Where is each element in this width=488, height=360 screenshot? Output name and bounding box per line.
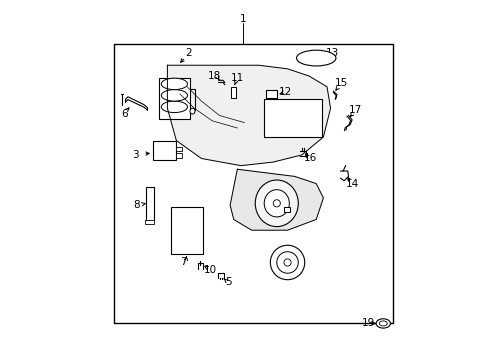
Bar bbox=[265, 90, 276, 98]
Text: 18: 18 bbox=[207, 71, 220, 81]
Ellipse shape bbox=[190, 108, 195, 114]
Ellipse shape bbox=[276, 252, 298, 273]
Ellipse shape bbox=[255, 180, 298, 226]
Ellipse shape bbox=[161, 90, 187, 101]
Text: 10: 10 bbox=[203, 265, 217, 275]
Text: 17: 17 bbox=[348, 105, 362, 115]
Text: 4: 4 bbox=[284, 200, 290, 210]
Bar bbox=[159, 78, 189, 119]
Polygon shape bbox=[230, 169, 323, 230]
Text: 3: 3 bbox=[132, 150, 138, 160]
Text: 14: 14 bbox=[345, 179, 358, 189]
Polygon shape bbox=[167, 65, 330, 166]
Text: 8: 8 bbox=[133, 200, 140, 210]
Text: 5: 5 bbox=[224, 277, 231, 287]
Text: 19: 19 bbox=[361, 319, 374, 328]
Text: 16: 16 bbox=[304, 153, 317, 163]
Bar bbox=[145, 187, 153, 221]
Ellipse shape bbox=[375, 319, 389, 328]
Ellipse shape bbox=[270, 245, 304, 280]
Bar bbox=[145, 220, 154, 224]
Bar bbox=[113, 44, 392, 323]
Bar bbox=[264, 99, 321, 137]
Text: 7: 7 bbox=[180, 257, 186, 267]
Text: 11: 11 bbox=[230, 73, 244, 83]
Text: 15: 15 bbox=[334, 78, 347, 88]
Text: 13: 13 bbox=[325, 48, 338, 58]
Ellipse shape bbox=[379, 321, 386, 326]
Ellipse shape bbox=[264, 190, 289, 217]
Bar bbox=[171, 207, 203, 253]
Ellipse shape bbox=[273, 200, 280, 207]
Bar bbox=[176, 153, 182, 158]
Text: 6: 6 bbox=[121, 109, 127, 119]
Bar bbox=[284, 207, 290, 212]
Ellipse shape bbox=[284, 259, 290, 266]
Text: 9: 9 bbox=[291, 259, 297, 269]
Ellipse shape bbox=[161, 101, 187, 113]
Text: 1: 1 bbox=[239, 14, 245, 24]
Text: 12: 12 bbox=[279, 87, 292, 97]
Bar bbox=[153, 140, 176, 160]
Text: 2: 2 bbox=[185, 48, 192, 58]
Ellipse shape bbox=[161, 78, 187, 90]
Bar bbox=[176, 147, 182, 151]
Ellipse shape bbox=[296, 50, 335, 66]
Bar bbox=[231, 87, 235, 98]
